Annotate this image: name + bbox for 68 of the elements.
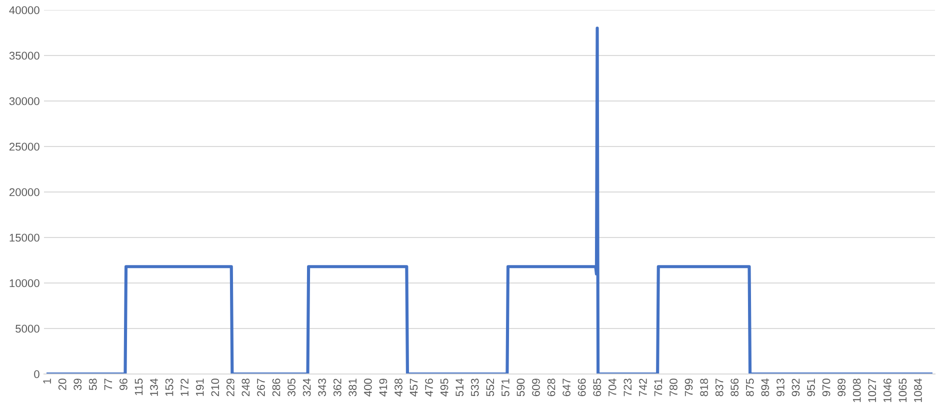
x-tick-label: 324 (302, 378, 311, 396)
x-tick-label: 875 (746, 378, 754, 396)
x-tick-label: 438 (394, 378, 402, 396)
x-tick-label: 400 (364, 378, 372, 396)
x-tick-label: 457 (410, 378, 418, 396)
y-tick-label: 25000 (10, 142, 40, 151)
x-tick-label: 951 (807, 378, 815, 396)
x-tick-label: 1008 (852, 378, 861, 402)
x-tick-label: 39 (74, 378, 82, 390)
x-tick-label: 210 (211, 378, 220, 396)
x-tick-label: 932 (792, 378, 800, 396)
x-tick-label: 666 (578, 378, 586, 396)
x-tick-label: 343 (318, 378, 326, 396)
y-tick-label: 15000 (10, 234, 40, 242)
x-tick-label: 552 (486, 378, 494, 396)
x-tick-label: 20 (58, 378, 66, 390)
x-tick-label: 799 (684, 378, 693, 396)
x-tick-label: 590 (516, 378, 525, 396)
x-tick-label: 704 (608, 378, 616, 396)
y-tick-label: 5000 (16, 324, 40, 333)
x-tick-label: 856 (730, 378, 739, 396)
y-tick-label: 40000 (9, 6, 40, 14)
x-tick-label: 533 (470, 378, 479, 396)
x-tick-label: 153 (165, 378, 174, 396)
x-tick-label: 381 (348, 378, 357, 396)
x-tick-label: 476 (425, 378, 433, 396)
y-tick-label: 20000 (10, 188, 40, 196)
x-tick-label: 248 (242, 378, 250, 396)
x-tick-label: 1 (43, 378, 51, 384)
x-tick-label: 894 (761, 378, 770, 396)
x-tick-label: 609 (532, 378, 540, 396)
x-tick-label: 96 (120, 378, 128, 390)
x-tick-label: 837 (715, 378, 724, 396)
line-series (46, 26, 933, 374)
x-tick-label: 723 (624, 378, 632, 396)
x-tick-label: 172 (180, 378, 188, 396)
x-tick-label: 818 (700, 378, 708, 396)
x-tick-label: 362 (333, 378, 342, 396)
x-tick-label: 571 (502, 378, 510, 396)
y-tick-label: 0 (34, 370, 40, 378)
x-tick-label: 913 (776, 378, 784, 396)
x-tick-label: 647 (562, 378, 570, 396)
x-tick-label: 1027 (868, 378, 876, 402)
x-tick-label: 685 (593, 378, 602, 396)
x-tick-label: 1046 (883, 378, 892, 402)
x-tick-label: 495 (440, 378, 448, 396)
y-tick-label: 10000 (10, 279, 40, 288)
y-tick-label: 35000 (9, 52, 40, 60)
x-tick-label: 134 (150, 378, 158, 396)
x-tick-label: 267 (257, 378, 265, 396)
x-tick-label: 286 (272, 378, 280, 396)
x-tick-label: 970 (822, 378, 830, 396)
x-tick-label: 514 (456, 378, 464, 396)
x-tick-label: 742 (639, 378, 647, 396)
x-tick-label: 305 (288, 378, 296, 396)
x-tick-label: 761 (654, 378, 662, 396)
x-tick-label: 780 (670, 378, 678, 396)
x-tick-label: 419 (379, 378, 388, 396)
y-tick-label: 30000 (9, 97, 40, 106)
x-tick-label: 191 (196, 378, 204, 396)
x-tick-label: 1084 (914, 378, 922, 402)
x-tick-label: 1065 (898, 378, 907, 402)
x-tick-label: 58 (88, 378, 97, 390)
x-tick-label: 628 (547, 378, 556, 396)
x-tick-label: 229 (226, 378, 234, 396)
x-tick-label: 989 (838, 378, 846, 396)
x-tick-label: 77 (104, 378, 112, 390)
x-tick-label: 115 (134, 378, 143, 396)
